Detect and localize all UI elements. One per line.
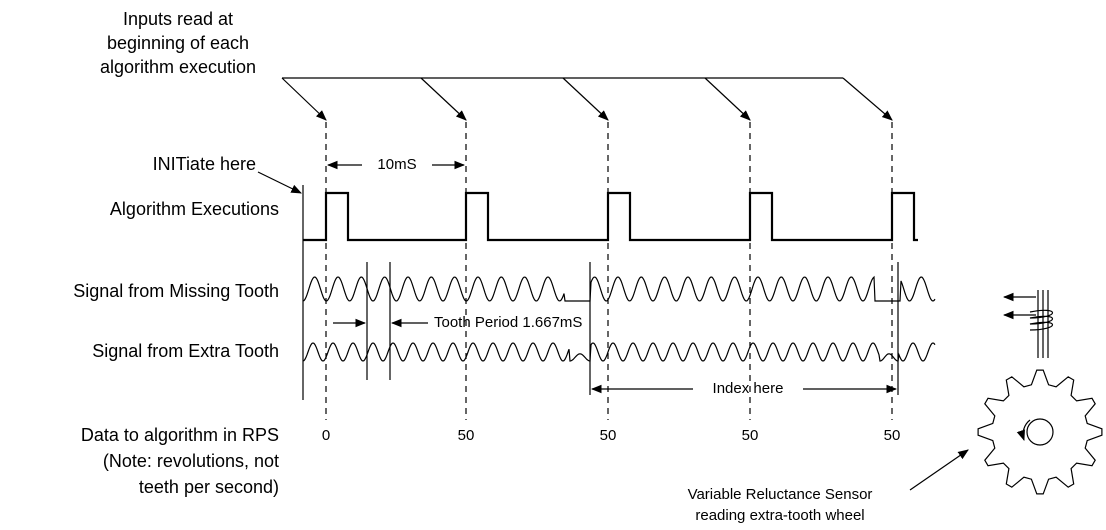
period-markers bbox=[366, 262, 391, 380]
initiate-arrow bbox=[257, 171, 302, 194]
gear bbox=[977, 369, 1103, 495]
interval-label: 10mS bbox=[377, 156, 416, 173]
row-label: Algorithm Executions bbox=[110, 199, 279, 219]
sensor bbox=[1002, 290, 1053, 358]
rps-value: 50 bbox=[884, 427, 901, 444]
sensor-label: Variable Reluctance Sensor bbox=[688, 486, 873, 503]
index-markers bbox=[589, 262, 899, 395]
rps-value: 0 bbox=[322, 427, 330, 444]
row-label: Data to algorithm in RPS bbox=[81, 425, 279, 445]
pointer-arrow bbox=[704, 77, 751, 121]
gear-hub bbox=[1026, 418, 1054, 446]
inputs-label: beginning of each bbox=[107, 33, 249, 53]
rps-value: 50 bbox=[600, 427, 617, 444]
rps-value: 50 bbox=[742, 427, 759, 444]
execution-markers bbox=[325, 122, 893, 420]
missing-tooth-wave bbox=[302, 275, 936, 302]
row-label: Signal from Extra Tooth bbox=[92, 341, 279, 361]
rps-value: 50 bbox=[458, 427, 475, 444]
sensor-pointer bbox=[909, 449, 969, 491]
index-label: Index here bbox=[713, 380, 784, 397]
rotation-arrow bbox=[1016, 419, 1031, 442]
row-label: Signal from Missing Tooth bbox=[73, 281, 279, 301]
row-label: teeth per second) bbox=[139, 477, 279, 497]
execution-pulses bbox=[303, 191, 918, 242]
pointer-arrow bbox=[420, 77, 467, 121]
sensor-label: reading extra-tooth wheel bbox=[695, 507, 864, 524]
pointer-arrow bbox=[842, 77, 893, 121]
pointer-arrow bbox=[281, 77, 327, 121]
pointer-arrow bbox=[562, 77, 609, 121]
waveforms bbox=[302, 275, 936, 362]
period-label: Tooth Period 1.667mS bbox=[434, 314, 582, 331]
row-label: (Note: revolutions, not bbox=[103, 451, 279, 471]
gear-outline bbox=[977, 369, 1103, 495]
initiate-label: INITiate here bbox=[153, 154, 256, 174]
inputs-label: Inputs read at bbox=[123, 9, 233, 29]
extra-tooth-wave bbox=[302, 342, 936, 362]
inputs-label: algorithm execution bbox=[100, 57, 256, 77]
